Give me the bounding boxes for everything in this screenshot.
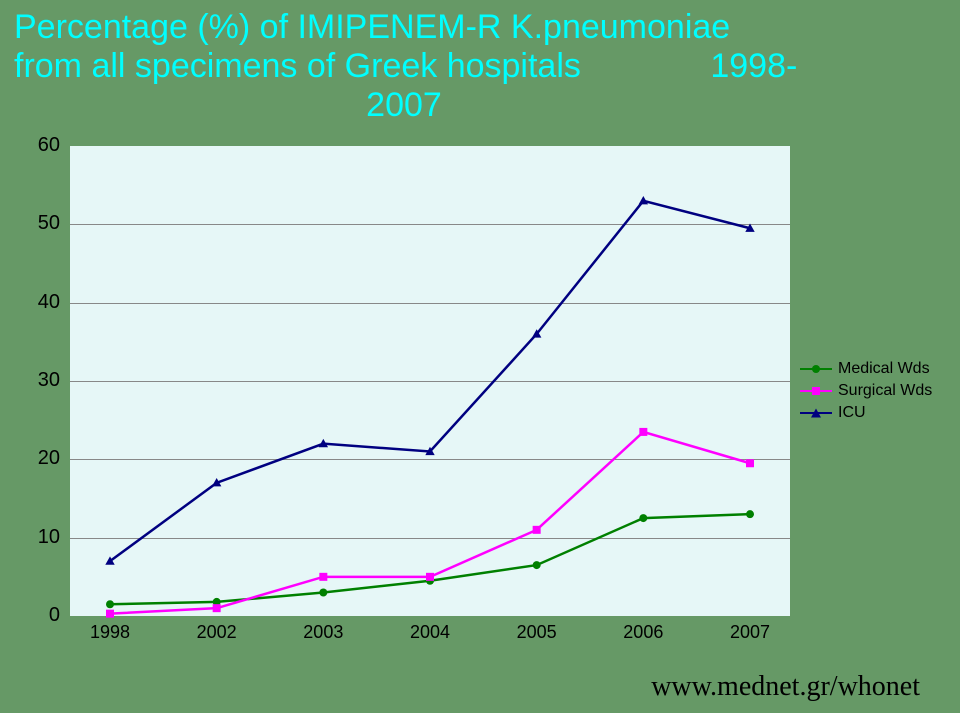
- y-tick-label: 0: [10, 604, 60, 627]
- y-tick-label: 20: [10, 447, 60, 470]
- title-line2b: 1998-: [710, 47, 797, 85]
- series-line: [110, 514, 750, 604]
- data-marker: [106, 600, 114, 608]
- chart-title: Percentage (%) of IMIPENEM-R K.pneumonia…: [0, 0, 960, 126]
- legend-marker-icon: [812, 387, 820, 395]
- data-marker: [106, 610, 114, 618]
- data-marker: [213, 604, 221, 612]
- x-tick-label: 2007: [710, 622, 790, 643]
- footer-url: www.mednet.gr/whonet: [651, 671, 920, 703]
- data-marker: [746, 510, 754, 518]
- x-tick-label: 2005: [497, 622, 577, 643]
- x-tick-label: 2003: [283, 622, 363, 643]
- data-marker: [533, 526, 541, 534]
- legend-marker-icon: [811, 409, 821, 418]
- data-marker: [533, 561, 541, 569]
- data-marker: [639, 514, 647, 522]
- legend-item: Surgical Wds: [800, 382, 932, 400]
- x-tick-label: 2006: [603, 622, 683, 643]
- title-line3: 2007: [366, 86, 442, 124]
- title-line2a: from all specimens of Greek hospitals: [14, 47, 581, 85]
- data-marker: [426, 573, 434, 581]
- y-tick-label: 30: [10, 369, 60, 392]
- data-marker: [746, 459, 754, 467]
- series-line: [110, 432, 750, 614]
- legend-item: ICU: [800, 404, 932, 422]
- legend-item: Medical Wds: [800, 360, 932, 378]
- legend-marker-icon: [812, 365, 820, 373]
- y-tick-label: 50: [10, 212, 60, 235]
- x-tick-label: 1998: [70, 622, 150, 643]
- title-line1: Percentage (%) of IMIPENEM-R K.pneumonia…: [14, 8, 946, 47]
- x-tick-label: 2004: [390, 622, 470, 643]
- data-marker: [319, 589, 327, 597]
- series-line: [110, 201, 750, 561]
- legend-line-icon: [800, 368, 832, 370]
- legend-line-icon: [800, 412, 832, 414]
- data-marker: [639, 196, 648, 204]
- legend: Medical Wds Surgical Wds ICU: [800, 360, 932, 426]
- y-tick-label: 10: [10, 526, 60, 549]
- data-marker: [319, 573, 327, 581]
- legend-line-icon: [800, 390, 832, 392]
- data-marker: [639, 428, 647, 436]
- legend-label: ICU: [838, 404, 866, 422]
- legend-label: Surgical Wds: [838, 382, 932, 400]
- y-tick-label: 40: [10, 291, 60, 314]
- y-tick-label: 60: [10, 134, 60, 157]
- line-chart: 0 10 20 30 40 50 60 1998 2002 2003 2004 2005 2006 20…: [10, 122, 950, 657]
- x-tick-label: 2002: [177, 622, 257, 643]
- legend-label: Medical Wds: [838, 360, 930, 378]
- plot-svg: [70, 146, 790, 616]
